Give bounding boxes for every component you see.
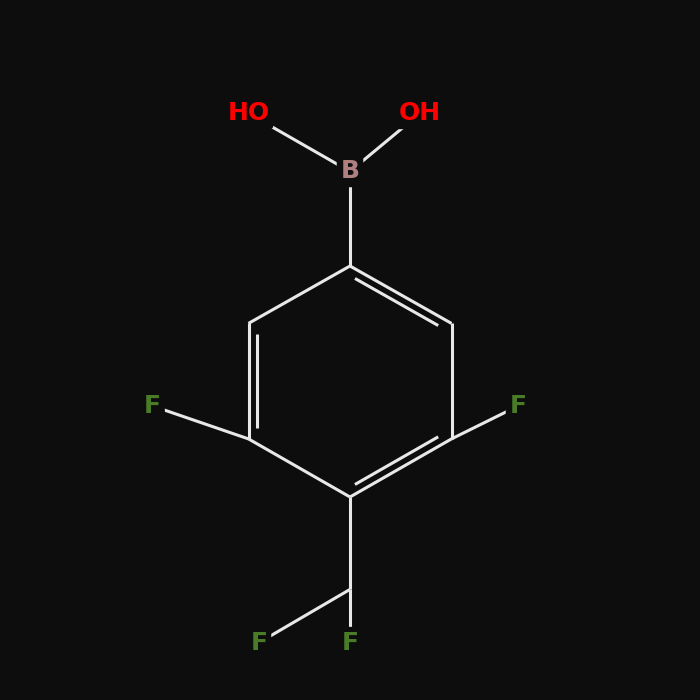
Text: F: F <box>342 631 358 655</box>
Text: HO: HO <box>228 102 270 125</box>
Text: B: B <box>340 160 360 183</box>
Text: F: F <box>510 394 526 418</box>
Text: F: F <box>251 631 267 655</box>
Text: OH: OH <box>399 102 441 125</box>
Text: F: F <box>144 394 161 418</box>
